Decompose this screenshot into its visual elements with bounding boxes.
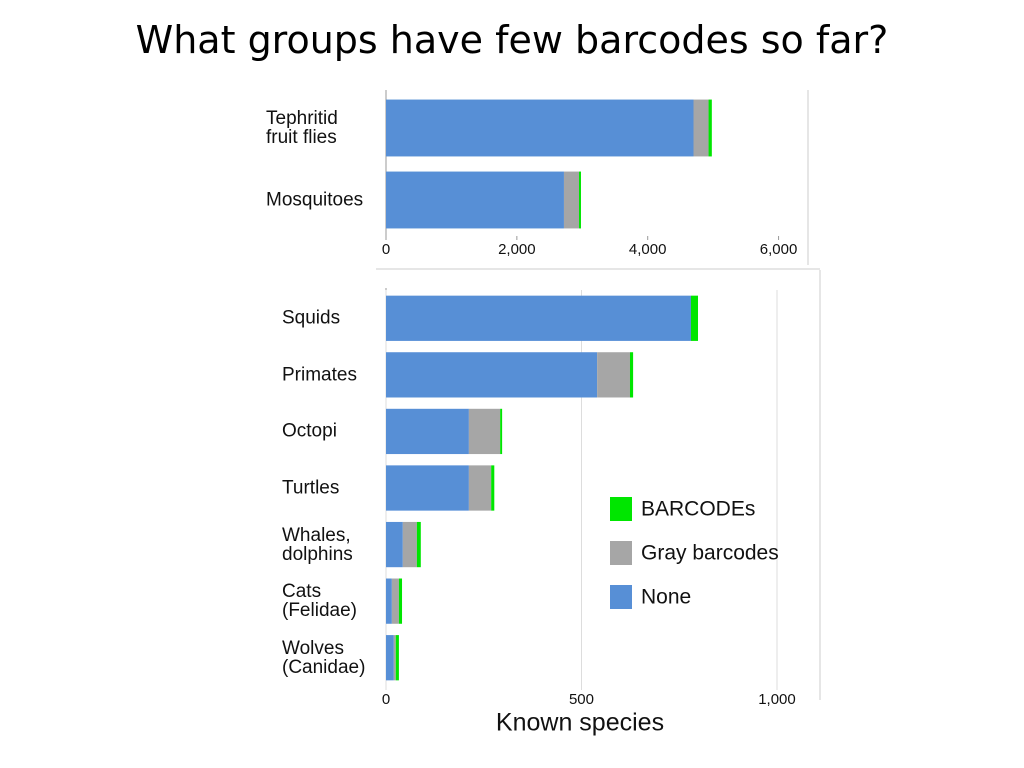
x-tick-label: 6,000 xyxy=(760,241,798,258)
x-tick-label: 1,000 xyxy=(758,691,796,708)
bar-segment xyxy=(416,521,421,568)
category-label: Primates xyxy=(282,364,357,386)
category-label: Octopi xyxy=(282,420,337,442)
bar-segment xyxy=(386,99,694,157)
bar-segment xyxy=(386,635,394,681)
legend-label: Gray barcodes xyxy=(641,542,779,565)
category-label: Wolves (Canidae) xyxy=(282,637,366,678)
x-axis-label: Known species xyxy=(496,709,664,737)
bar-segment xyxy=(491,465,495,511)
x-tick-label: 4,000 xyxy=(629,241,667,258)
bar-segment xyxy=(690,295,699,341)
category-label: Cats (Felidae) xyxy=(282,581,357,622)
legend-label: None xyxy=(641,586,691,609)
category-label: Mosquitoes xyxy=(266,189,364,211)
bar-segment xyxy=(563,171,580,229)
slide-title: What groups have few barcodes so far? xyxy=(135,18,889,62)
bar-segment xyxy=(386,578,392,624)
bar-segment xyxy=(500,408,503,455)
bar-segment xyxy=(386,521,403,568)
category-label: Turtles xyxy=(282,477,340,499)
legend-swatch xyxy=(610,585,632,609)
bar-segment xyxy=(629,352,634,398)
bar-segment xyxy=(579,171,581,229)
bar-segment xyxy=(468,408,501,455)
bar-segment xyxy=(386,352,598,398)
category-label: Squids xyxy=(282,307,341,329)
bar-segment xyxy=(693,99,709,157)
legend-swatch xyxy=(610,497,632,521)
category-label: Whales, dolphins xyxy=(282,524,353,565)
x-tick-label: 0 xyxy=(382,241,390,258)
bar-segment xyxy=(395,635,399,681)
bar-segment xyxy=(398,578,403,624)
bar-segment xyxy=(386,408,469,455)
x-tick-label: 0 xyxy=(382,691,390,708)
bar-segment xyxy=(386,295,691,341)
bar-segment xyxy=(386,171,564,229)
bar-segment xyxy=(386,465,469,511)
legend-label: BARCODEs xyxy=(641,498,755,521)
legend-swatch xyxy=(610,541,632,565)
bar-segment xyxy=(402,521,417,568)
bar-segment xyxy=(393,635,396,681)
bar-segment xyxy=(391,578,399,624)
bar-segment xyxy=(708,99,712,157)
x-tick-label: 2,000 xyxy=(498,241,536,258)
bar-segment xyxy=(597,352,630,398)
x-tick-label: 500 xyxy=(569,691,594,708)
category-label: Tephritid fruit flies xyxy=(266,108,338,148)
bar-segment xyxy=(468,465,492,511)
